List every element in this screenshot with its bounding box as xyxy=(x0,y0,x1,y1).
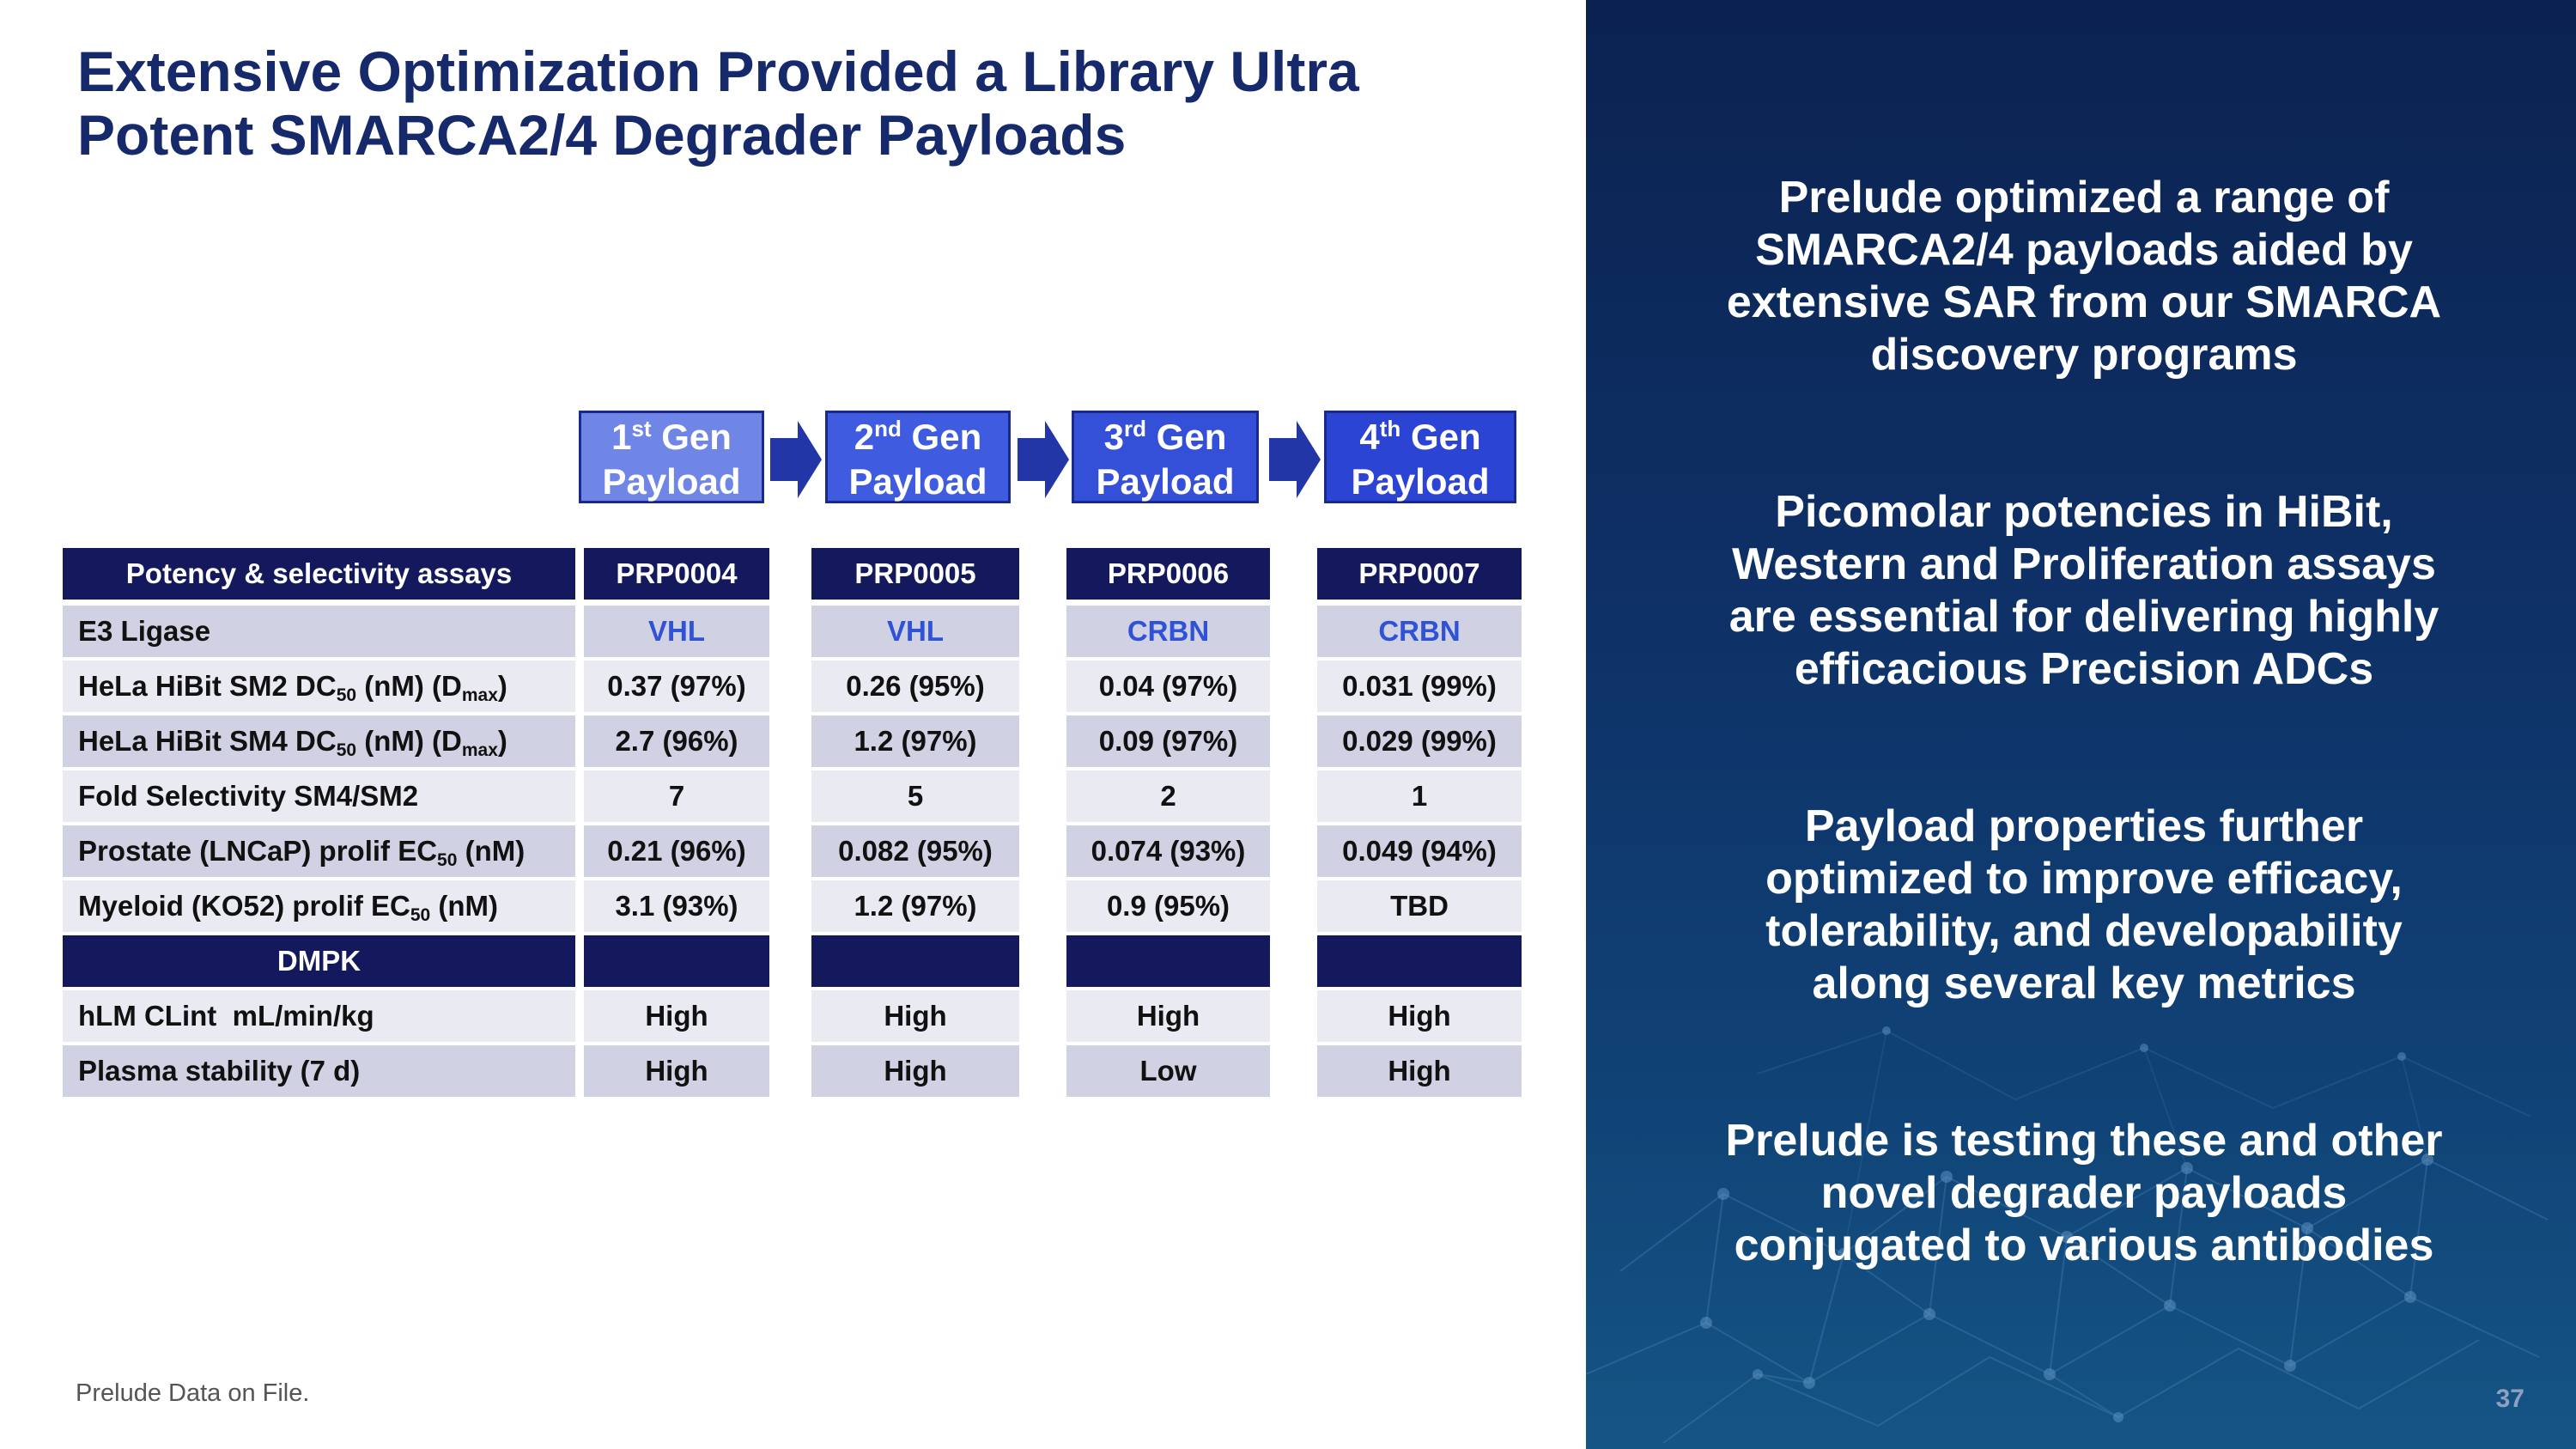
hlm-value: High xyxy=(811,990,1019,1042)
e3-value: CRBN xyxy=(1317,606,1522,657)
row-label-fold-selectivity: Fold Selectivity SM4/SM2 xyxy=(63,770,575,822)
plasma-value: High xyxy=(1317,1045,1522,1097)
fold-value: 2 xyxy=(1066,770,1270,822)
network-background-graphic xyxy=(1586,1026,2549,1444)
sm4-value: 0.029 (99%) xyxy=(1317,715,1522,767)
arrow-right-icon xyxy=(1269,421,1321,498)
row-label-plasma-stability: Plasma stability (7 d) xyxy=(63,1045,575,1097)
prostate-value: 0.049 (94%) xyxy=(1317,825,1522,877)
myeloid-value: 3.1 (93%) xyxy=(584,880,769,932)
key-point-4: Prelude is testing these and other novel… xyxy=(1725,1116,2443,1270)
plasma-value: High xyxy=(811,1045,1019,1097)
compound-prp0007: PRP0007 xyxy=(1317,548,1522,600)
slide-title-line-2: Potent SMARCA2/4 Degrader Payloads xyxy=(77,103,1127,167)
prostate-value: 0.074 (93%) xyxy=(1066,825,1270,877)
gen-1-header: 1st Gen Payload xyxy=(579,411,764,503)
hlm-value: High xyxy=(584,990,769,1042)
dmpk-cell xyxy=(1317,935,1522,987)
page-number: 37 xyxy=(2495,1385,2524,1413)
slide-title-line-1: Extensive Optimization Provided a Librar… xyxy=(77,40,1359,103)
row-label-sm4-dc50: HeLa HiBit SM4 DC50 (nM) (Dmax) xyxy=(63,715,575,767)
dmpk-cell xyxy=(584,935,769,987)
row-label-sm2-dc50: HeLa HiBit SM2 DC50 (nM) (Dmax) xyxy=(63,661,575,712)
dmpk-cell xyxy=(811,935,1019,987)
sm2-value: 0.031 (99%) xyxy=(1317,661,1522,712)
sm4-value: 2.7 (96%) xyxy=(584,715,769,767)
sm2-value: 0.26 (95%) xyxy=(811,661,1019,712)
sm2-value: 0.37 (97%) xyxy=(584,661,769,712)
plasma-value: Low xyxy=(1066,1045,1270,1097)
gen-2-header: 2nd Gen Payload xyxy=(825,411,1011,503)
fold-value: 7 xyxy=(584,770,769,822)
plasma-value: High xyxy=(584,1045,769,1097)
sm4-value: 1.2 (97%) xyxy=(811,715,1019,767)
arrow-right-icon xyxy=(770,421,822,498)
row-label-e3-ligase: E3 Ligase xyxy=(63,606,575,657)
myeloid-value: TBD xyxy=(1317,880,1522,932)
compound-prp0005: PRP0005 xyxy=(811,548,1019,600)
compound-prp0006: PRP0006 xyxy=(1066,548,1270,600)
header-label: Potency & selectivity assays xyxy=(63,548,575,600)
row-label-prostate-ec50: Prostate (LNCaP) prolif EC50 (nM) xyxy=(63,825,575,877)
sm2-value: 0.04 (97%) xyxy=(1066,661,1270,712)
slide-title: Extensive Optimization Provided a Librar… xyxy=(77,40,1537,167)
fold-value: 5 xyxy=(811,770,1019,822)
row-label-myeloid-ec50: Myeloid (KO52) prolif EC50 (nM) xyxy=(63,880,575,932)
myeloid-value: 0.9 (95%) xyxy=(1066,880,1270,932)
e3-value: VHL xyxy=(811,606,1019,657)
compound-prp0004: PRP0004 xyxy=(584,548,769,600)
e3-value: CRBN xyxy=(1066,606,1270,657)
dmpk-cell xyxy=(1066,935,1270,987)
sm4-value: 0.09 (97%) xyxy=(1066,715,1270,767)
footnote: Prelude Data on File. xyxy=(76,1379,310,1407)
row-label-hlm-clint: hLM CLint mL/min/kg xyxy=(63,990,575,1042)
key-point-1: Prelude optimized a range of SMARCA2/4 p… xyxy=(1726,173,2442,380)
hlm-value: High xyxy=(1066,990,1270,1042)
prostate-value: 0.21 (96%) xyxy=(584,825,769,877)
e3-value: VHL xyxy=(584,606,769,657)
gen-3-header: 3rd Gen Payload xyxy=(1072,411,1259,503)
key-point-2: Picomolar potencies in HiBit, Western an… xyxy=(1728,487,2439,694)
key-point-3: Payload properties further optimized to … xyxy=(1765,801,2403,1008)
hlm-value: High xyxy=(1317,990,1522,1042)
myeloid-value: 1.2 (97%) xyxy=(811,880,1019,932)
prostate-value: 0.082 (95%) xyxy=(811,825,1019,877)
dmpk-label: DMPK xyxy=(63,935,575,987)
fold-value: 1 xyxy=(1317,770,1522,822)
gen-4-header: 4th Gen Payload xyxy=(1324,411,1516,503)
arrow-right-icon xyxy=(1018,421,1069,498)
key-points-panel: Prelude optimized a range of SMARCA2/4 p… xyxy=(1586,0,2576,1449)
